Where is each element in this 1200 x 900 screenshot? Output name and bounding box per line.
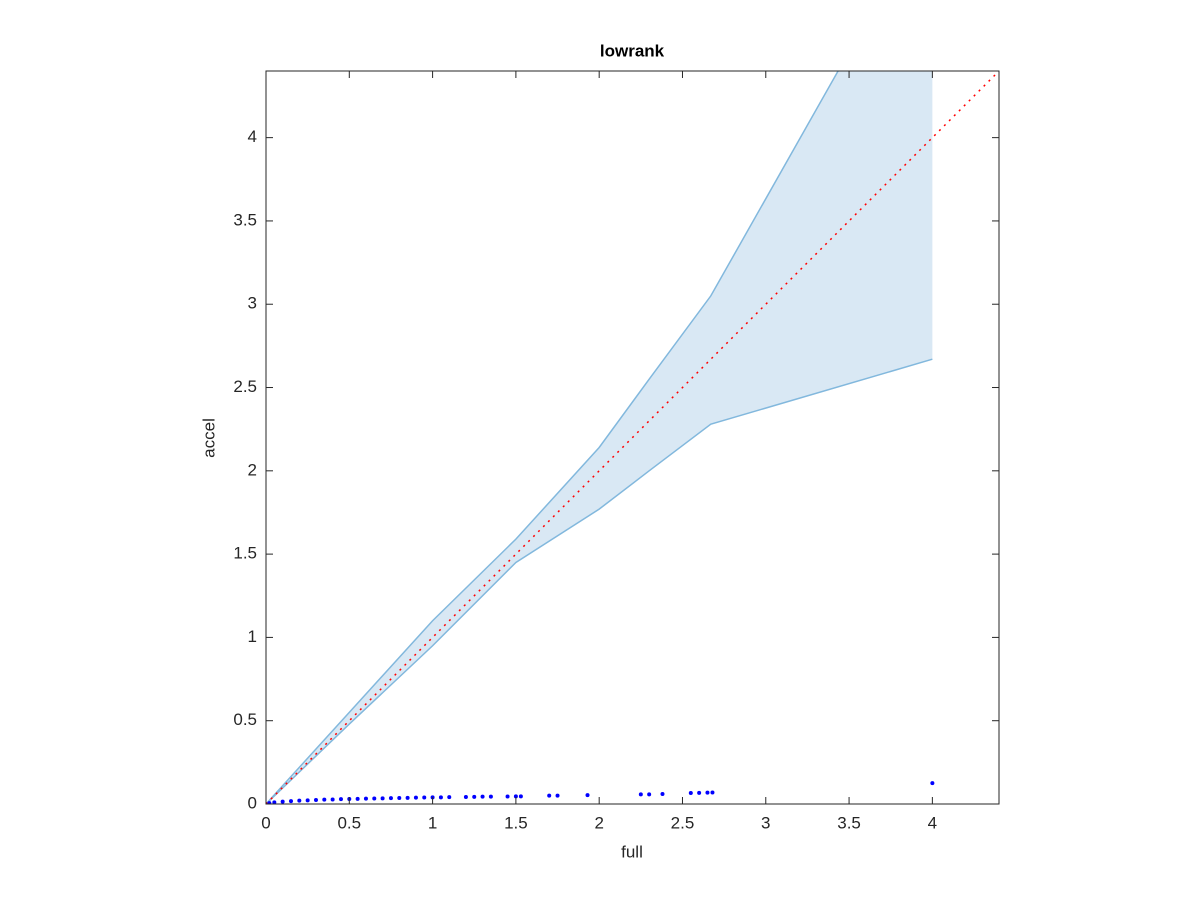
point: [488, 794, 493, 799]
point: [547, 793, 552, 798]
point: [638, 792, 643, 797]
point: [380, 796, 385, 801]
y-tick-label: 0: [248, 793, 257, 812]
point: [305, 798, 310, 803]
point: [413, 795, 418, 800]
point: [447, 795, 452, 800]
point: [267, 801, 272, 804]
point: [288, 799, 293, 804]
point: [688, 791, 693, 796]
x-tick-label: 2: [594, 813, 603, 832]
x-tick-label: 1.5: [504, 813, 528, 832]
y-tick-label: 3.5: [233, 210, 257, 229]
line: [266, 71, 999, 804]
point: [322, 797, 327, 802]
point: [272, 800, 277, 804]
point: [313, 798, 318, 803]
point: [372, 796, 377, 801]
point: [585, 793, 590, 798]
point: [405, 795, 410, 800]
point: [705, 790, 710, 795]
point: [710, 790, 715, 795]
point: [297, 798, 302, 803]
axes-box: [265, 70, 1000, 805]
point: [330, 797, 335, 802]
point: [463, 795, 468, 800]
x-tick-label: 0.5: [337, 813, 361, 832]
point: [518, 794, 523, 799]
chart-title: lowrank: [600, 41, 665, 60]
point: [513, 794, 518, 799]
x-tick-label: 0: [261, 813, 270, 832]
point: [388, 796, 393, 801]
x-tick-label: 2.5: [671, 813, 695, 832]
point: [338, 797, 343, 802]
point: [422, 795, 427, 800]
band-lower: [266, 358, 933, 804]
y-tick-label: 1.5: [233, 544, 257, 563]
point: [480, 794, 485, 799]
y-tick-label: 4: [248, 127, 257, 146]
point: [363, 796, 368, 801]
y-tick-label: 2.5: [233, 377, 257, 396]
x-axis-label: full: [621, 842, 643, 861]
y-tick-label: 1: [248, 627, 257, 646]
x-tick-label: 3: [761, 813, 770, 832]
y-tick-label: 0.5: [233, 710, 257, 729]
x-tick-label: 4: [928, 813, 937, 832]
point: [647, 792, 652, 797]
point: [930, 781, 935, 786]
point: [555, 793, 560, 798]
point: [438, 795, 443, 800]
y-tick-label: 2: [248, 460, 257, 479]
point: [472, 794, 477, 799]
point: [505, 794, 510, 799]
point: [397, 796, 402, 801]
point: [280, 799, 285, 804]
x-tick-label: 1: [428, 813, 437, 832]
point: [697, 790, 702, 795]
point: [660, 792, 665, 797]
x-tick-label: 3.5: [837, 813, 861, 832]
y-tick-label: 3: [248, 294, 257, 313]
point: [355, 796, 360, 801]
y-axis-label: accel: [199, 418, 218, 458]
band-upper: [266, 71, 839, 804]
